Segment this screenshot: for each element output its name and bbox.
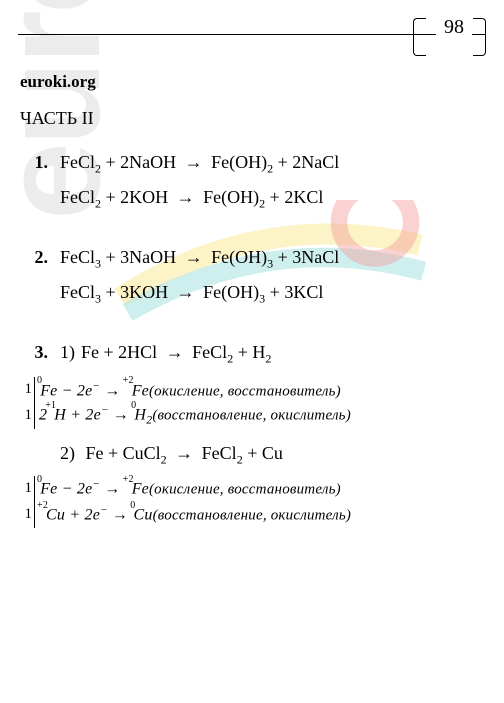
half-equation: 0Fe − 2e− → +2Fe(окисление, восстановите… (39, 380, 341, 400)
equation-row: 2) Fe + CuCl2 → FeCl2 + Cu (60, 443, 484, 468)
half-row: 1 2+1H + 2e− → 0H2(восстановление, окисл… (20, 403, 484, 429)
sub-label: 2) (60, 443, 75, 463)
items-container: 1. FeCl2 + 2NaOH → Fe(OH)2 + 2NaCl FeCl2… (20, 152, 484, 564)
equation-row: FeCl3 + 3KOH → Fe(OH)3 + 3KCl (20, 282, 484, 307)
half-coef: 1 (20, 506, 32, 523)
item-3: 3. 1) Fe + 2HCl → FeCl2 + H2 1 0Fe − 2e−… (20, 342, 484, 527)
half-coef: 1 (20, 407, 32, 424)
item-1: 1. FeCl2 + 2NaOH → Fe(OH)2 + 2NaCl FeCl2… (20, 152, 484, 211)
equation-text: FeCl3 + 3NaOH → Fe(OH)3 + 3NaCl (60, 247, 339, 272)
equation-text: FeCl2 + 2KOH → Fe(OH)2 + 2KCl (60, 187, 323, 212)
equation-row: 1. FeCl2 + 2NaOH → Fe(OH)2 + 2NaCl (20, 152, 484, 177)
equation-text: Fe + 2HCl → FeCl2 + H2 (81, 342, 271, 367)
item-number: 1. (20, 152, 48, 173)
half-row: 1 0Fe − 2e− → +2Fe(окисление, восстанови… (20, 476, 484, 502)
site-label: euroki.org (20, 72, 96, 92)
half-equation: +2Cu + 2e− → 0Cu(восстановление, окислит… (39, 504, 351, 524)
half-coef: 1 (20, 381, 32, 398)
half-reactions-2: 1 0Fe − 2e− → +2Fe(окисление, восстанови… (20, 476, 484, 528)
page-bracket-right (473, 18, 486, 56)
equation-text: FeCl3 + 3KOH → Fe(OH)3 + 3KCl (60, 282, 323, 307)
item-2: 2. FeCl3 + 3NaOH → Fe(OH)3 + 3NaCl FeCl3… (20, 247, 484, 306)
half-row: 1 +2Cu + 2e− → 0Cu(восстановление, окисл… (20, 502, 484, 528)
equation-text: FeCl2 + 2NaOH → Fe(OH)2 + 2NaCl (60, 152, 339, 177)
equation-row: 3. 1) Fe + 2HCl → FeCl2 + H2 (20, 342, 484, 367)
page-number: 98 (444, 16, 464, 39)
half-equation: 2+1H + 2e− → 0H2(восстановление, окислит… (39, 404, 351, 428)
equation-text: Fe + CuCl2 → FeCl2 + Cu (86, 443, 283, 463)
page-number-box: 98 (436, 16, 472, 39)
half-coef: 1 (20, 480, 32, 497)
equation-row: FeCl2 + 2KOH → Fe(OH)2 + 2KCl (20, 187, 484, 212)
item-number: 2. (20, 247, 48, 268)
equation-row: 2. FeCl3 + 3NaOH → Fe(OH)3 + 3NaCl (20, 247, 484, 272)
half-reactions-1: 1 0Fe − 2e− → +2Fe(окисление, восстанови… (20, 377, 484, 429)
half-equation: 0Fe − 2e− → +2Fe(окисление, восстановите… (39, 478, 341, 498)
page-bracket-left (413, 18, 426, 56)
part-title: ЧАСТЬ II (20, 108, 94, 129)
item-number: 3. (20, 342, 48, 363)
sub-label: 1) (60, 342, 75, 363)
half-row: 1 0Fe − 2e− → +2Fe(окисление, восстанови… (20, 377, 484, 403)
